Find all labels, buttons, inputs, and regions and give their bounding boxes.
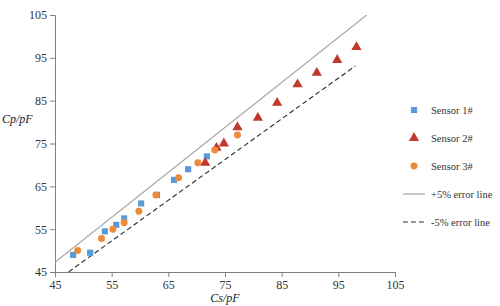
legend-swatch [403,221,425,222]
x-tick-label: 105 [387,278,405,292]
point [74,247,81,254]
x-tick: 105 [387,272,405,292]
point [219,138,229,147]
y-tick-label: 85 [35,94,47,108]
y-tick: 75 [35,137,55,151]
x-tick-label: 65 [163,278,175,292]
x-axis-title: Cs/pF [210,291,240,305]
point [200,157,210,166]
y-tick-label: 105 [29,8,47,22]
y-tick-mark [50,15,55,16]
y-tick-mark [50,144,55,145]
x-tick: 65 [163,272,175,292]
x-tick: 45 [50,272,62,292]
point [185,166,191,172]
y-axis-title: Cp/pF [2,112,33,126]
x-tick-mark [225,272,226,277]
point [312,67,322,76]
marks [55,15,367,272]
legend-item: +5% error line [403,189,493,200]
point [194,159,201,166]
y-tick-label: 45 [35,265,47,279]
point [351,41,361,50]
legend-item: Sensor 1# [411,105,474,116]
y-tick-label: 95 [35,51,47,65]
point [98,235,105,242]
point [211,146,218,153]
point [234,131,241,138]
x-axis: 45 55 65 75 85 95 105 [50,272,405,292]
y-tick: 85 [35,94,55,108]
point [332,54,342,63]
point [272,97,282,106]
x-tick: 75 [220,272,232,292]
legend-swatch [411,163,418,170]
x-tick-mark [338,272,339,277]
legend-swatch [403,193,425,194]
point [292,79,302,88]
y-tick-label: 75 [35,137,47,151]
x-tick: 55 [106,272,118,292]
y-tick: 65 [35,180,55,194]
legend-label: Sensor 2# [431,133,473,144]
y-tick: 105 [29,8,55,22]
point [87,250,93,256]
plot: 45 55 65 75 85 95 105 45 55 65 75 85 95 105 [29,8,405,291]
y-tick-mark [50,101,55,102]
legend-label: Sensor 3# [431,161,473,172]
x-tick-mark [395,272,396,277]
legend-swatch [411,107,417,113]
x-tick-label: 95 [333,278,345,292]
point [175,174,182,181]
point [135,208,142,215]
x-tick-mark [282,272,283,277]
y-tick-label: 55 [35,223,47,237]
legend: Sensor 1# Sensor 2# Sensor 3# +5% error lin… [403,105,493,228]
legend-item: Sensor 3# [411,161,474,172]
point [102,228,108,234]
y-axis-line [50,16,56,273]
point [232,121,242,130]
x-tick-mark [112,272,113,277]
point [138,200,144,206]
chart: 45 55 65 75 85 95 105 45 55 65 75 85 95 105 Cs/pF Cp/pF… [0,0,500,306]
x-tick-label: 75 [220,278,232,292]
error-line [55,15,367,262]
error-line [69,66,356,272]
y-tick-mark [50,58,55,59]
legend-item: -5% error line [403,217,490,228]
point [121,219,128,226]
x-tick-label: 45 [50,278,62,292]
legend-label: -5% error line [431,217,490,228]
point [109,226,116,233]
y-tick-mark [50,229,55,230]
legend-label: Sensor 1# [431,105,473,116]
y-axis: 45 55 65 75 85 95 105 [29,8,56,279]
legend-swatch [409,132,419,141]
point [152,191,159,198]
legend-label: +5% error line [431,189,493,200]
y-tick-mark [50,186,55,187]
y-tick: 95 [35,51,55,65]
x-tick: 95 [333,272,345,292]
x-tick: 85 [276,272,288,292]
y-tick: 55 [35,223,55,237]
legend-item: Sensor 2# [409,132,474,144]
y-tick-label: 65 [35,180,47,194]
x-tick-label: 85 [276,278,288,292]
x-tick-mark [168,272,169,277]
x-tick-label: 55 [106,278,118,292]
y-tick-mark [50,272,55,273]
y-tick: 45 [35,265,55,279]
x-axis-line [56,273,396,278]
point [253,112,263,121]
